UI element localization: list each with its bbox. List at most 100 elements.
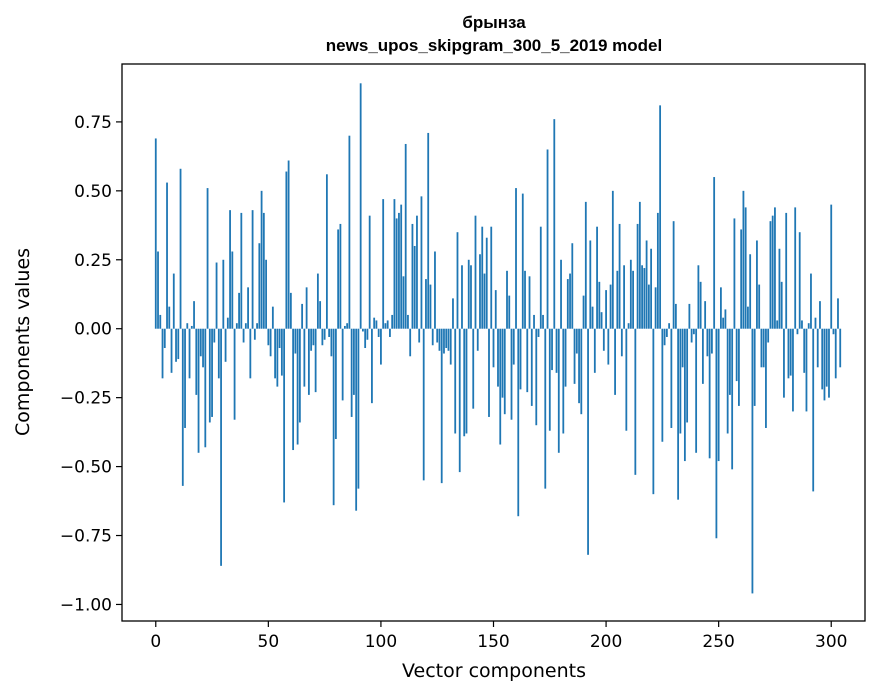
y-tick-label: −0.50 bbox=[60, 458, 112, 478]
bar-component-24 bbox=[208, 328, 211, 423]
bar-component-273 bbox=[769, 221, 772, 329]
bar-component-107 bbox=[395, 218, 398, 329]
bar-component-52 bbox=[271, 306, 274, 329]
bar-component-119 bbox=[422, 328, 425, 481]
bar-component-219 bbox=[647, 284, 650, 329]
bar-component-39 bbox=[242, 328, 245, 343]
bar-component-204 bbox=[614, 328, 616, 395]
bar-component-238 bbox=[690, 328, 693, 343]
bar-component-222 bbox=[654, 287, 657, 329]
bar-component-186 bbox=[573, 328, 576, 384]
bar-component-109 bbox=[400, 204, 403, 329]
bar-component-228 bbox=[668, 323, 671, 329]
bar-component-178 bbox=[555, 328, 558, 373]
bar-component-279 bbox=[783, 328, 785, 398]
bar-component-271 bbox=[765, 328, 767, 428]
bar-component-120 bbox=[425, 279, 427, 329]
bar-component-43 bbox=[251, 210, 254, 329]
y-tick-label: −0.75 bbox=[60, 527, 112, 547]
bar-component-45 bbox=[256, 323, 258, 329]
bar-component-85 bbox=[346, 323, 349, 329]
bar-component-268 bbox=[758, 284, 761, 329]
bar-component-66 bbox=[303, 328, 306, 387]
bar-component-48 bbox=[262, 212, 265, 329]
bar-component-125 bbox=[436, 328, 439, 343]
bar-component-75 bbox=[323, 328, 326, 340]
bar-component-127 bbox=[440, 328, 443, 484]
bar-component-101 bbox=[382, 199, 385, 329]
bar-component-8 bbox=[172, 273, 175, 329]
bar-component-197 bbox=[598, 281, 601, 329]
bar-component-135 bbox=[458, 328, 461, 473]
bar-component-265 bbox=[751, 328, 754, 594]
bar-component-133 bbox=[454, 328, 457, 434]
bar-component-150 bbox=[492, 328, 495, 368]
bar-component-155 bbox=[503, 328, 506, 415]
bar-component-195 bbox=[593, 328, 596, 373]
bar-component-117 bbox=[418, 328, 421, 343]
bar-component-170 bbox=[537, 328, 540, 337]
bar-component-114 bbox=[411, 223, 414, 329]
bar-component-41 bbox=[247, 287, 249, 329]
bar-component-252 bbox=[722, 317, 725, 329]
bar-component-18 bbox=[195, 328, 198, 395]
bar-component-158 bbox=[510, 328, 513, 420]
bar-component-78 bbox=[330, 328, 333, 357]
bar-component-42 bbox=[249, 328, 252, 379]
bar-component-168 bbox=[533, 314, 535, 329]
bar-component-1 bbox=[157, 251, 159, 329]
bar-component-212 bbox=[632, 270, 634, 329]
bar-component-225 bbox=[661, 328, 664, 442]
bar-component-300 bbox=[830, 204, 833, 329]
bar-component-44 bbox=[253, 328, 256, 340]
bar-component-217 bbox=[643, 268, 646, 329]
bar-component-131 bbox=[449, 328, 452, 365]
bar-component-67 bbox=[305, 287, 308, 329]
bar-component-157 bbox=[508, 295, 511, 329]
bar-component-94 bbox=[366, 328, 369, 340]
bar-component-202 bbox=[609, 284, 612, 329]
bar-component-6 bbox=[168, 306, 171, 329]
bar-component-254 bbox=[726, 328, 729, 434]
bar-component-203 bbox=[611, 190, 614, 329]
bar-component-241 bbox=[697, 265, 700, 329]
bar-component-80 bbox=[334, 328, 337, 440]
bar-component-129 bbox=[445, 328, 448, 349]
bar-component-274 bbox=[771, 215, 774, 329]
bar-component-36 bbox=[235, 323, 238, 329]
bar-component-207 bbox=[620, 328, 623, 357]
bar-component-255 bbox=[729, 328, 731, 395]
bar-component-224 bbox=[659, 105, 662, 329]
bar-component-58 bbox=[285, 171, 288, 329]
bar-component-121 bbox=[427, 132, 430, 329]
bar-component-108 bbox=[398, 212, 400, 329]
bar-component-141 bbox=[472, 328, 475, 409]
bar-component-303 bbox=[837, 298, 839, 329]
bar-component-242 bbox=[699, 281, 702, 329]
bar-component-4 bbox=[163, 328, 166, 349]
bar-component-65 bbox=[301, 303, 304, 329]
bar-component-256 bbox=[731, 328, 734, 470]
bar-component-240 bbox=[695, 328, 698, 453]
bar-component-77 bbox=[328, 328, 331, 337]
bar-component-232 bbox=[677, 328, 680, 500]
bar-component-287 bbox=[801, 320, 803, 329]
bar-component-82 bbox=[339, 223, 342, 329]
bar-component-288 bbox=[803, 328, 806, 373]
bar-component-234 bbox=[681, 328, 684, 368]
bar-component-130 bbox=[447, 328, 450, 351]
bar-component-209 bbox=[625, 328, 628, 431]
bar-component-299 bbox=[828, 328, 830, 398]
bar-component-138 bbox=[465, 328, 468, 434]
bar-component-59 bbox=[287, 160, 290, 329]
bar-component-253 bbox=[724, 309, 727, 329]
x-axis-label: Vector components bbox=[402, 660, 586, 682]
bar-component-259 bbox=[738, 328, 740, 406]
bar-component-184 bbox=[569, 273, 571, 329]
chart-title: брынза bbox=[462, 13, 526, 32]
bar-component-208 bbox=[623, 265, 625, 329]
bar-component-165 bbox=[526, 328, 529, 393]
bar-component-51 bbox=[269, 328, 272, 357]
bars-group bbox=[154, 83, 842, 594]
